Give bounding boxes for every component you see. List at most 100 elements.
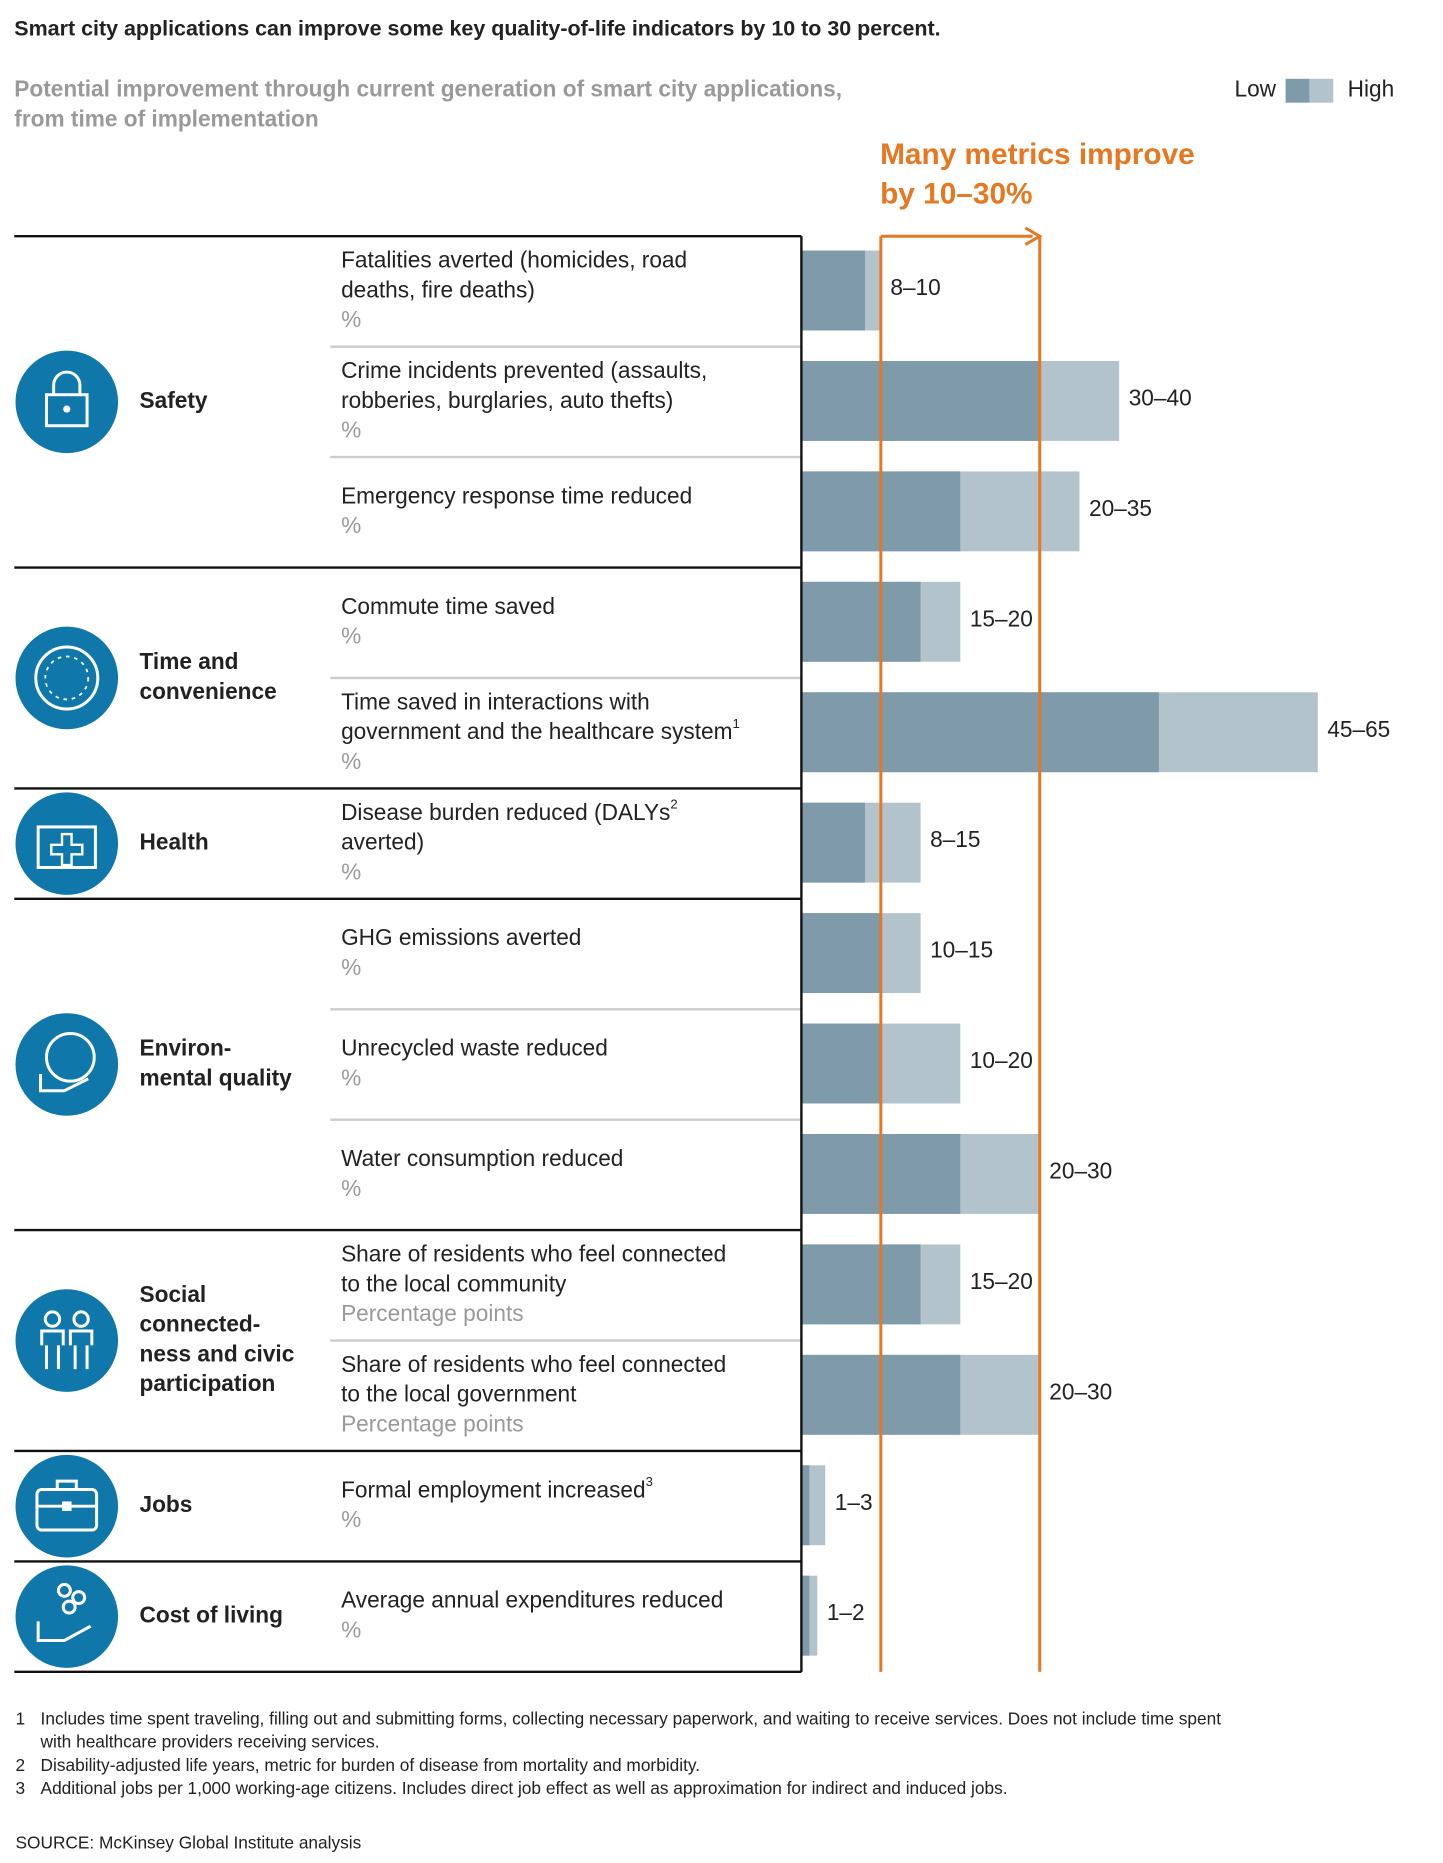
icon-circle — [15, 1013, 119, 1116]
metric-label: government and the healthcare system1 — [341, 716, 740, 744]
source: SOURCE: McKinsey Global Institute analys… — [16, 1832, 362, 1852]
icon-shape — [35, 1488, 99, 1532]
group-name: Health — [140, 829, 209, 855]
icon-shape — [39, 1074, 89, 1093]
metric-unit: % — [341, 417, 361, 443]
legend-label: High — [1348, 76, 1395, 102]
footnote-ref: 2 — [670, 797, 677, 812]
range-label: 1–2 — [827, 1599, 865, 1625]
legend-swatch — [1285, 78, 1310, 103]
metric-unit: % — [341, 858, 361, 884]
group-icon — [15, 1565, 119, 1668]
metric-unit: % — [341, 512, 361, 538]
footnote-text: Includes time spent traveling, filling o… — [41, 1708, 1222, 1728]
range-label: 8–15 — [930, 826, 980, 852]
metric-unit: % — [341, 306, 361, 332]
icon-shape — [56, 1582, 72, 1598]
group-name: Time and — [140, 648, 239, 674]
bar-low — [801, 1023, 881, 1104]
bar-low — [801, 250, 865, 331]
footnote-text: Disability-adjusted life years, metric f… — [41, 1755, 701, 1775]
metric-label: Formal employment increased3 — [341, 1474, 653, 1502]
bar-low — [801, 360, 1040, 441]
group-name: Social — [140, 1281, 207, 1307]
range-label: 30–40 — [1129, 384, 1192, 410]
icon-shape — [52, 370, 82, 395]
subtitle: Potential improvement through current ge… — [14, 76, 842, 102]
icon-shape — [34, 645, 100, 711]
metric-unit: Percentage points — [341, 1300, 524, 1326]
metric-unit: % — [341, 1617, 361, 1643]
footnote-number: 2 — [16, 1755, 26, 1775]
footnote-ref: 3 — [646, 1474, 653, 1489]
metric-unit: % — [341, 623, 361, 649]
bar-low — [801, 802, 865, 883]
bar-low — [801, 692, 1159, 773]
icon-circle — [15, 1565, 119, 1668]
bar-low — [801, 1575, 810, 1656]
metric-label: to the local community — [341, 1270, 567, 1296]
group-name: Safety — [140, 387, 208, 413]
metric-label: Fatalities averted (homicides, road — [341, 247, 687, 273]
metric-unit: % — [341, 1506, 361, 1532]
icon-shape — [61, 1599, 77, 1615]
icon-shape — [71, 1590, 87, 1605]
metric-unit: % — [341, 1175, 361, 1201]
icon-circle — [15, 350, 119, 454]
metric-label: deaths, fire deaths) — [341, 276, 535, 302]
bar-low — [801, 1244, 921, 1325]
range-label: 10–15 — [930, 937, 993, 963]
range-label: 20–30 — [1049, 1378, 1112, 1404]
icon-shape — [44, 655, 90, 701]
range-label: 8–10 — [890, 274, 940, 300]
icon-circle — [15, 1289, 119, 1392]
bar-low — [801, 1465, 810, 1546]
group-icon — [15, 626, 119, 730]
footnote-number: 1 — [16, 1708, 26, 1728]
bar-low — [801, 913, 881, 994]
annotation: Many metrics improve — [880, 138, 1195, 171]
group-name: convenience — [140, 678, 277, 704]
icon-shape — [68, 1329, 94, 1370]
range-label: 10–20 — [970, 1047, 1033, 1073]
metric-label: Commute time saved — [341, 593, 555, 619]
icon-shape — [43, 1310, 62, 1328]
metric-label: Share of residents who feel connected — [341, 1241, 726, 1267]
metric-unit: % — [341, 748, 361, 774]
metric-label: to the local government — [341, 1381, 577, 1407]
range-label: 15–20 — [970, 605, 1033, 631]
metric-label: Share of residents who feel connected — [341, 1351, 726, 1377]
subtitle: from time of implementation — [14, 106, 318, 132]
legend-label: Low — [1234, 76, 1276, 102]
metric-label: Water consumption reduced — [341, 1145, 623, 1171]
metric-label: averted) — [341, 829, 424, 855]
icon-shape — [40, 1329, 65, 1370]
group-name: connected- — [140, 1311, 261, 1337]
metric-unit: % — [341, 1064, 361, 1090]
group-icon — [15, 1454, 119, 1558]
range-label: 20–35 — [1089, 495, 1152, 521]
group-name: Jobs — [140, 1491, 193, 1517]
icon-circle — [15, 626, 119, 730]
range-label: 15–20 — [970, 1268, 1033, 1294]
bar-low — [801, 581, 921, 662]
group-icon — [15, 350, 119, 454]
icon-shape — [36, 825, 97, 869]
metric-label: robberies, burglaries, auto thefts) — [341, 387, 673, 413]
metric-label: Emergency response time reduced — [341, 482, 692, 508]
icon-shape — [45, 393, 89, 428]
footnote-text: Additional jobs per 1,000 working-age ci… — [41, 1778, 1008, 1798]
chart-title: Smart city applications can improve some… — [14, 17, 940, 41]
range-label: 45–65 — [1327, 716, 1390, 742]
metric-label: Average annual expenditures reduced — [341, 1587, 723, 1613]
legend-swatch — [1309, 78, 1334, 103]
metric-unit: Percentage points — [341, 1411, 524, 1437]
metric-label: Crime incidents prevented (assaults, — [341, 357, 707, 383]
range-label: 20–30 — [1049, 1158, 1112, 1184]
arrow-head — [1024, 226, 1043, 246]
footnote-number: 3 — [16, 1778, 26, 1798]
icon-shape — [63, 405, 71, 413]
metric-label: Time saved in interactions with — [341, 688, 650, 714]
metric-label: Unrecycled waste reduced — [341, 1035, 608, 1061]
